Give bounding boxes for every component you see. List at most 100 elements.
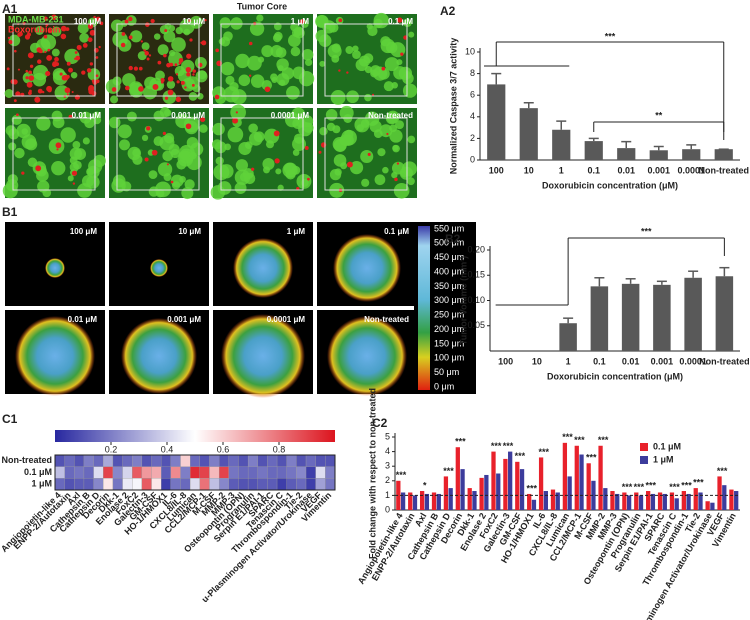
cell	[110, 95, 119, 104]
heatmap-cell	[247, 466, 258, 479]
drug-dot	[192, 73, 195, 76]
drug-dot	[232, 117, 239, 124]
cell	[112, 31, 128, 48]
bar	[717, 476, 722, 510]
drug-dot	[394, 177, 398, 182]
cell	[197, 70, 207, 80]
heatmap-cell	[93, 478, 104, 491]
cell	[402, 72, 414, 85]
x-tick-label: 1	[566, 356, 571, 366]
significance: ***	[717, 466, 728, 476]
scale-label: 400 μm	[434, 266, 464, 276]
drug-dot	[144, 157, 149, 162]
cell	[132, 154, 143, 165]
heatmap-cell	[141, 478, 152, 491]
panel-label: B2	[445, 232, 461, 246]
cell	[374, 174, 386, 186]
cell	[199, 124, 208, 133]
heatmap-cell	[286, 466, 297, 479]
heatmap-cell	[276, 466, 287, 479]
drug-dot	[45, 71, 51, 77]
drug-dot	[251, 167, 255, 171]
spheroid	[221, 314, 305, 398]
x-tick-label: 10	[524, 165, 534, 175]
drug-dot	[188, 19, 192, 23]
cell	[87, 168, 94, 175]
y-tick-label: 2	[470, 133, 475, 143]
bar	[455, 447, 460, 510]
y-tick-label: 0.10	[467, 295, 485, 305]
drug-dot	[17, 68, 21, 71]
heatmap-cell	[170, 478, 181, 491]
cell	[235, 159, 248, 172]
heatmap-cell	[315, 454, 326, 467]
cell	[219, 164, 234, 179]
significance: ***	[574, 435, 585, 445]
cell	[69, 156, 78, 165]
heatmap-cell	[170, 466, 181, 479]
y-axis-label: Fold change with respect to non-treated	[367, 388, 377, 559]
cell	[354, 117, 370, 133]
x-tick-label: 0.01	[622, 356, 640, 366]
heatmap-cell	[103, 454, 114, 467]
significance: ***	[646, 480, 657, 490]
significance: ***	[455, 437, 466, 447]
heatmap-cell	[132, 454, 143, 467]
significance: ***	[598, 435, 609, 445]
row-label: 1 μM	[31, 479, 52, 489]
drug-dot	[52, 62, 57, 68]
cell	[37, 180, 50, 193]
drug-dot	[174, 63, 178, 67]
panel-label: A2	[440, 4, 456, 18]
heatmap-cell	[112, 454, 123, 467]
drug-dot	[166, 163, 169, 166]
heatmap-cell	[238, 478, 249, 491]
tile-label: 0.01 μM	[68, 315, 98, 324]
cell	[155, 70, 165, 81]
bar	[460, 469, 465, 510]
drug-dot	[125, 85, 130, 91]
heatmap-cell	[54, 454, 65, 467]
bar	[574, 445, 579, 510]
heatmap-cell	[305, 454, 316, 467]
drug-dot	[274, 158, 280, 164]
drug-dot	[296, 186, 300, 191]
heatmap-cell	[93, 454, 104, 467]
drug-dot	[318, 150, 322, 154]
cell	[393, 182, 410, 199]
cell	[382, 166, 389, 174]
legend-swatch	[640, 456, 648, 464]
drug-dot	[27, 52, 34, 59]
heatmap-cell	[64, 454, 75, 467]
cell	[293, 27, 305, 39]
tile-label: 0.01 μM	[72, 111, 102, 120]
tile-label: 100 μM	[70, 227, 97, 236]
heatmap-cell	[218, 478, 229, 491]
drug-dot	[367, 152, 371, 156]
heatmap-cell	[325, 466, 336, 479]
bar	[626, 495, 632, 510]
drug-dot	[121, 32, 126, 36]
bar	[617, 148, 636, 160]
drug-dot	[396, 162, 400, 165]
heatmap-cell	[74, 466, 85, 479]
drug-dot	[167, 89, 174, 96]
heatmap-cell	[170, 454, 181, 467]
bar	[584, 141, 603, 160]
heatmap-cell	[325, 454, 336, 467]
drug-dot	[346, 71, 349, 74]
drug-dot	[157, 60, 162, 65]
cell	[285, 169, 296, 180]
bar	[519, 108, 538, 160]
drug-dot	[169, 62, 174, 67]
bar	[567, 476, 572, 510]
y-tick-label: 4	[385, 446, 390, 456]
cell	[339, 105, 354, 120]
scale-label: 250 μm	[434, 310, 464, 320]
cell	[162, 150, 174, 162]
cell	[407, 177, 415, 186]
spheroid	[121, 318, 197, 394]
bar	[621, 283, 640, 351]
y-tick-label: 0.20	[467, 244, 485, 254]
heatmap-cell	[151, 454, 162, 467]
